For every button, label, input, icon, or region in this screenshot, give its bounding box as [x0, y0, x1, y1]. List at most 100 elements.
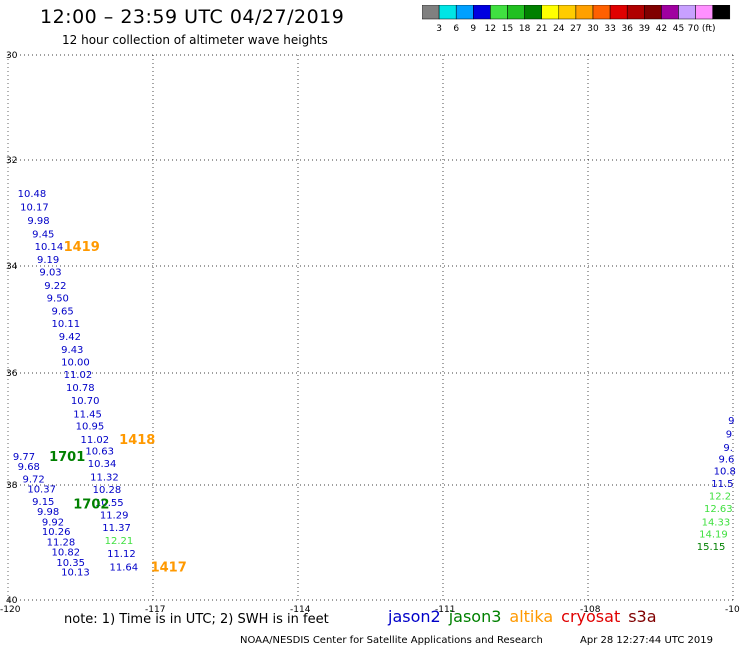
wave-height-label: 10.13	[61, 568, 90, 579]
pass-time-label: 1418	[119, 433, 155, 448]
pass-time-label: 1701	[49, 450, 85, 465]
y-axis-tick-label: 40	[6, 596, 18, 606]
wave-height-label: 11.5	[711, 479, 733, 490]
wave-height-label: 9.68	[18, 462, 40, 473]
wave-height-label: 11.32	[90, 472, 119, 483]
wave-height-label: 11.64	[110, 562, 139, 573]
wave-height-label: 10.11	[52, 319, 81, 330]
wave-height-label: 10.00	[61, 358, 90, 369]
wave-height-label: 9.98	[27, 216, 49, 227]
wave-height-label: 9.6	[719, 454, 735, 465]
legend-item-s3a: s3a	[628, 607, 657, 626]
color-scale-label: 21	[536, 24, 547, 34]
wave-height-label: 10.34	[88, 459, 117, 470]
color-swatch	[712, 5, 731, 20]
pass-time-label: 1702	[73, 497, 109, 512]
y-axis-tick-label: 34	[6, 262, 18, 272]
color-scale-label: 39	[639, 24, 651, 34]
color-scale-label: 30	[587, 24, 599, 34]
footer-note: note: 1) Time is in UTC; 2) SWH is in fe…	[64, 612, 329, 627]
wave-height-label: 14.19	[699, 529, 728, 540]
wave-height-label: 11.37	[102, 523, 131, 534]
wave-height-label: 10.63	[85, 447, 114, 458]
wave-height-label: 10.17	[20, 202, 49, 213]
color-scale-label: 15	[502, 24, 513, 34]
wave-height-label: 10.82	[52, 547, 81, 558]
wave-height-label: 9.72	[23, 475, 45, 486]
y-axis-tick-label: 38	[6, 481, 18, 491]
wave-height-label: 11.45	[73, 409, 102, 420]
color-scale-label: 12	[485, 24, 496, 34]
wave-height-label: 12.21	[105, 536, 134, 547]
wave-height-label: 9.15	[32, 497, 54, 508]
x-axis-tick-label: -111	[435, 605, 455, 615]
wave-height-label: 9.03	[39, 268, 61, 279]
color-scale-label: 27	[570, 24, 581, 34]
y-axis-tick-label: 32	[6, 156, 17, 166]
color-scale-label: 24	[553, 24, 565, 34]
y-axis-tick-label: 36	[6, 369, 18, 379]
wave-height-label: 9.50	[47, 294, 69, 305]
wave-height-label: 11.12	[107, 549, 136, 560]
wave-height-label: 9.	[723, 443, 733, 454]
wave-height-label: 10.35	[56, 558, 85, 569]
satellite-legend: jason2 jason3 altika cryosat s3a	[388, 607, 665, 626]
color-scale-label: 70 (ft)	[688, 24, 716, 34]
color-scale-label: 33	[604, 24, 615, 34]
wave-height-label: 9.92	[42, 517, 64, 528]
wave-height-label: 10.95	[76, 421, 105, 432]
color-scale-label: 9	[470, 24, 476, 34]
wave-height-label: 9.19	[37, 255, 59, 266]
wave-height-label: 10.78	[66, 383, 95, 394]
legend-item-jason3: jason3	[448, 607, 502, 626]
wave-height-label: 10.8	[714, 466, 736, 477]
wave-height-label: 9.22	[44, 281, 66, 292]
wave-height-label: 9.98	[37, 507, 59, 518]
wave-height-label: 9.43	[61, 345, 83, 356]
wave-height-label: 10.28	[93, 485, 122, 496]
pass-time-label: 1419	[64, 240, 100, 255]
wave-height-label: 10.14	[35, 242, 64, 253]
x-axis-tick-label: -120	[0, 605, 21, 615]
x-axis-tick-label: -114	[290, 605, 311, 615]
wave-height-label: 9.42	[59, 332, 81, 343]
wave-height-label: 10.48	[18, 189, 47, 200]
wave-height-label: 9.45	[32, 229, 54, 240]
wave-height-label: 12.2	[709, 492, 731, 503]
x-axis-tick-label: -105	[725, 605, 740, 615]
color-scale-label: 3	[436, 24, 442, 34]
wave-height-label: 12.63	[704, 504, 733, 515]
wave-height-label: 10.37	[27, 484, 56, 495]
wave-height-label: 9	[726, 430, 732, 441]
generated-timestamp: Apr 28 12:27:44 UTC 2019	[580, 635, 713, 646]
wave-height-label: 9	[728, 416, 734, 427]
wave-height-label: 14.33	[702, 517, 731, 528]
wave-height-label: 10.70	[71, 396, 100, 407]
color-scale-label: 42	[656, 24, 667, 34]
wave-height-label: 11.29	[100, 511, 129, 522]
x-axis-tick-label: -117	[145, 605, 165, 615]
wave-height-label: 9.65	[52, 307, 74, 318]
wave-height-label: 10.55	[95, 498, 124, 509]
color-scale-label: 45	[673, 24, 684, 34]
wave-height-label: 11.28	[47, 538, 76, 549]
wave-height-label: 11.02	[81, 435, 110, 446]
wave-height-label: 15.15	[697, 542, 726, 553]
color-scale-label: 36	[621, 24, 633, 34]
wave-height-label: 10.26	[42, 527, 71, 538]
legend-item-altika: altika	[509, 607, 554, 626]
color-scale-label: 18	[519, 24, 531, 34]
x-axis-tick-label: -108	[580, 605, 601, 615]
color-scale-bar: 3 6 9 12 15 18 21 24 27 30 33 36 39 42 45 70 (ft)	[422, 5, 731, 34]
color-scale-label: 6	[453, 24, 459, 34]
pass-time-label: 1417	[151, 560, 187, 575]
wave-height-label: 9.77	[13, 452, 35, 463]
credit-text: NOAA/NESDIS Center for Satellite Applica…	[240, 635, 543, 646]
legend-item-jason2: jason2	[388, 607, 441, 626]
y-axis-tick-label: 30	[6, 51, 18, 61]
legend-item-cryosat: cryosat	[561, 607, 621, 626]
page-subtitle: 12 hour collection of altimeter wave hei…	[62, 33, 328, 47]
page-title: 12:00 – 23:59 UTC 04/27/2019	[40, 6, 345, 28]
wave-height-label: 11.02	[64, 370, 93, 381]
